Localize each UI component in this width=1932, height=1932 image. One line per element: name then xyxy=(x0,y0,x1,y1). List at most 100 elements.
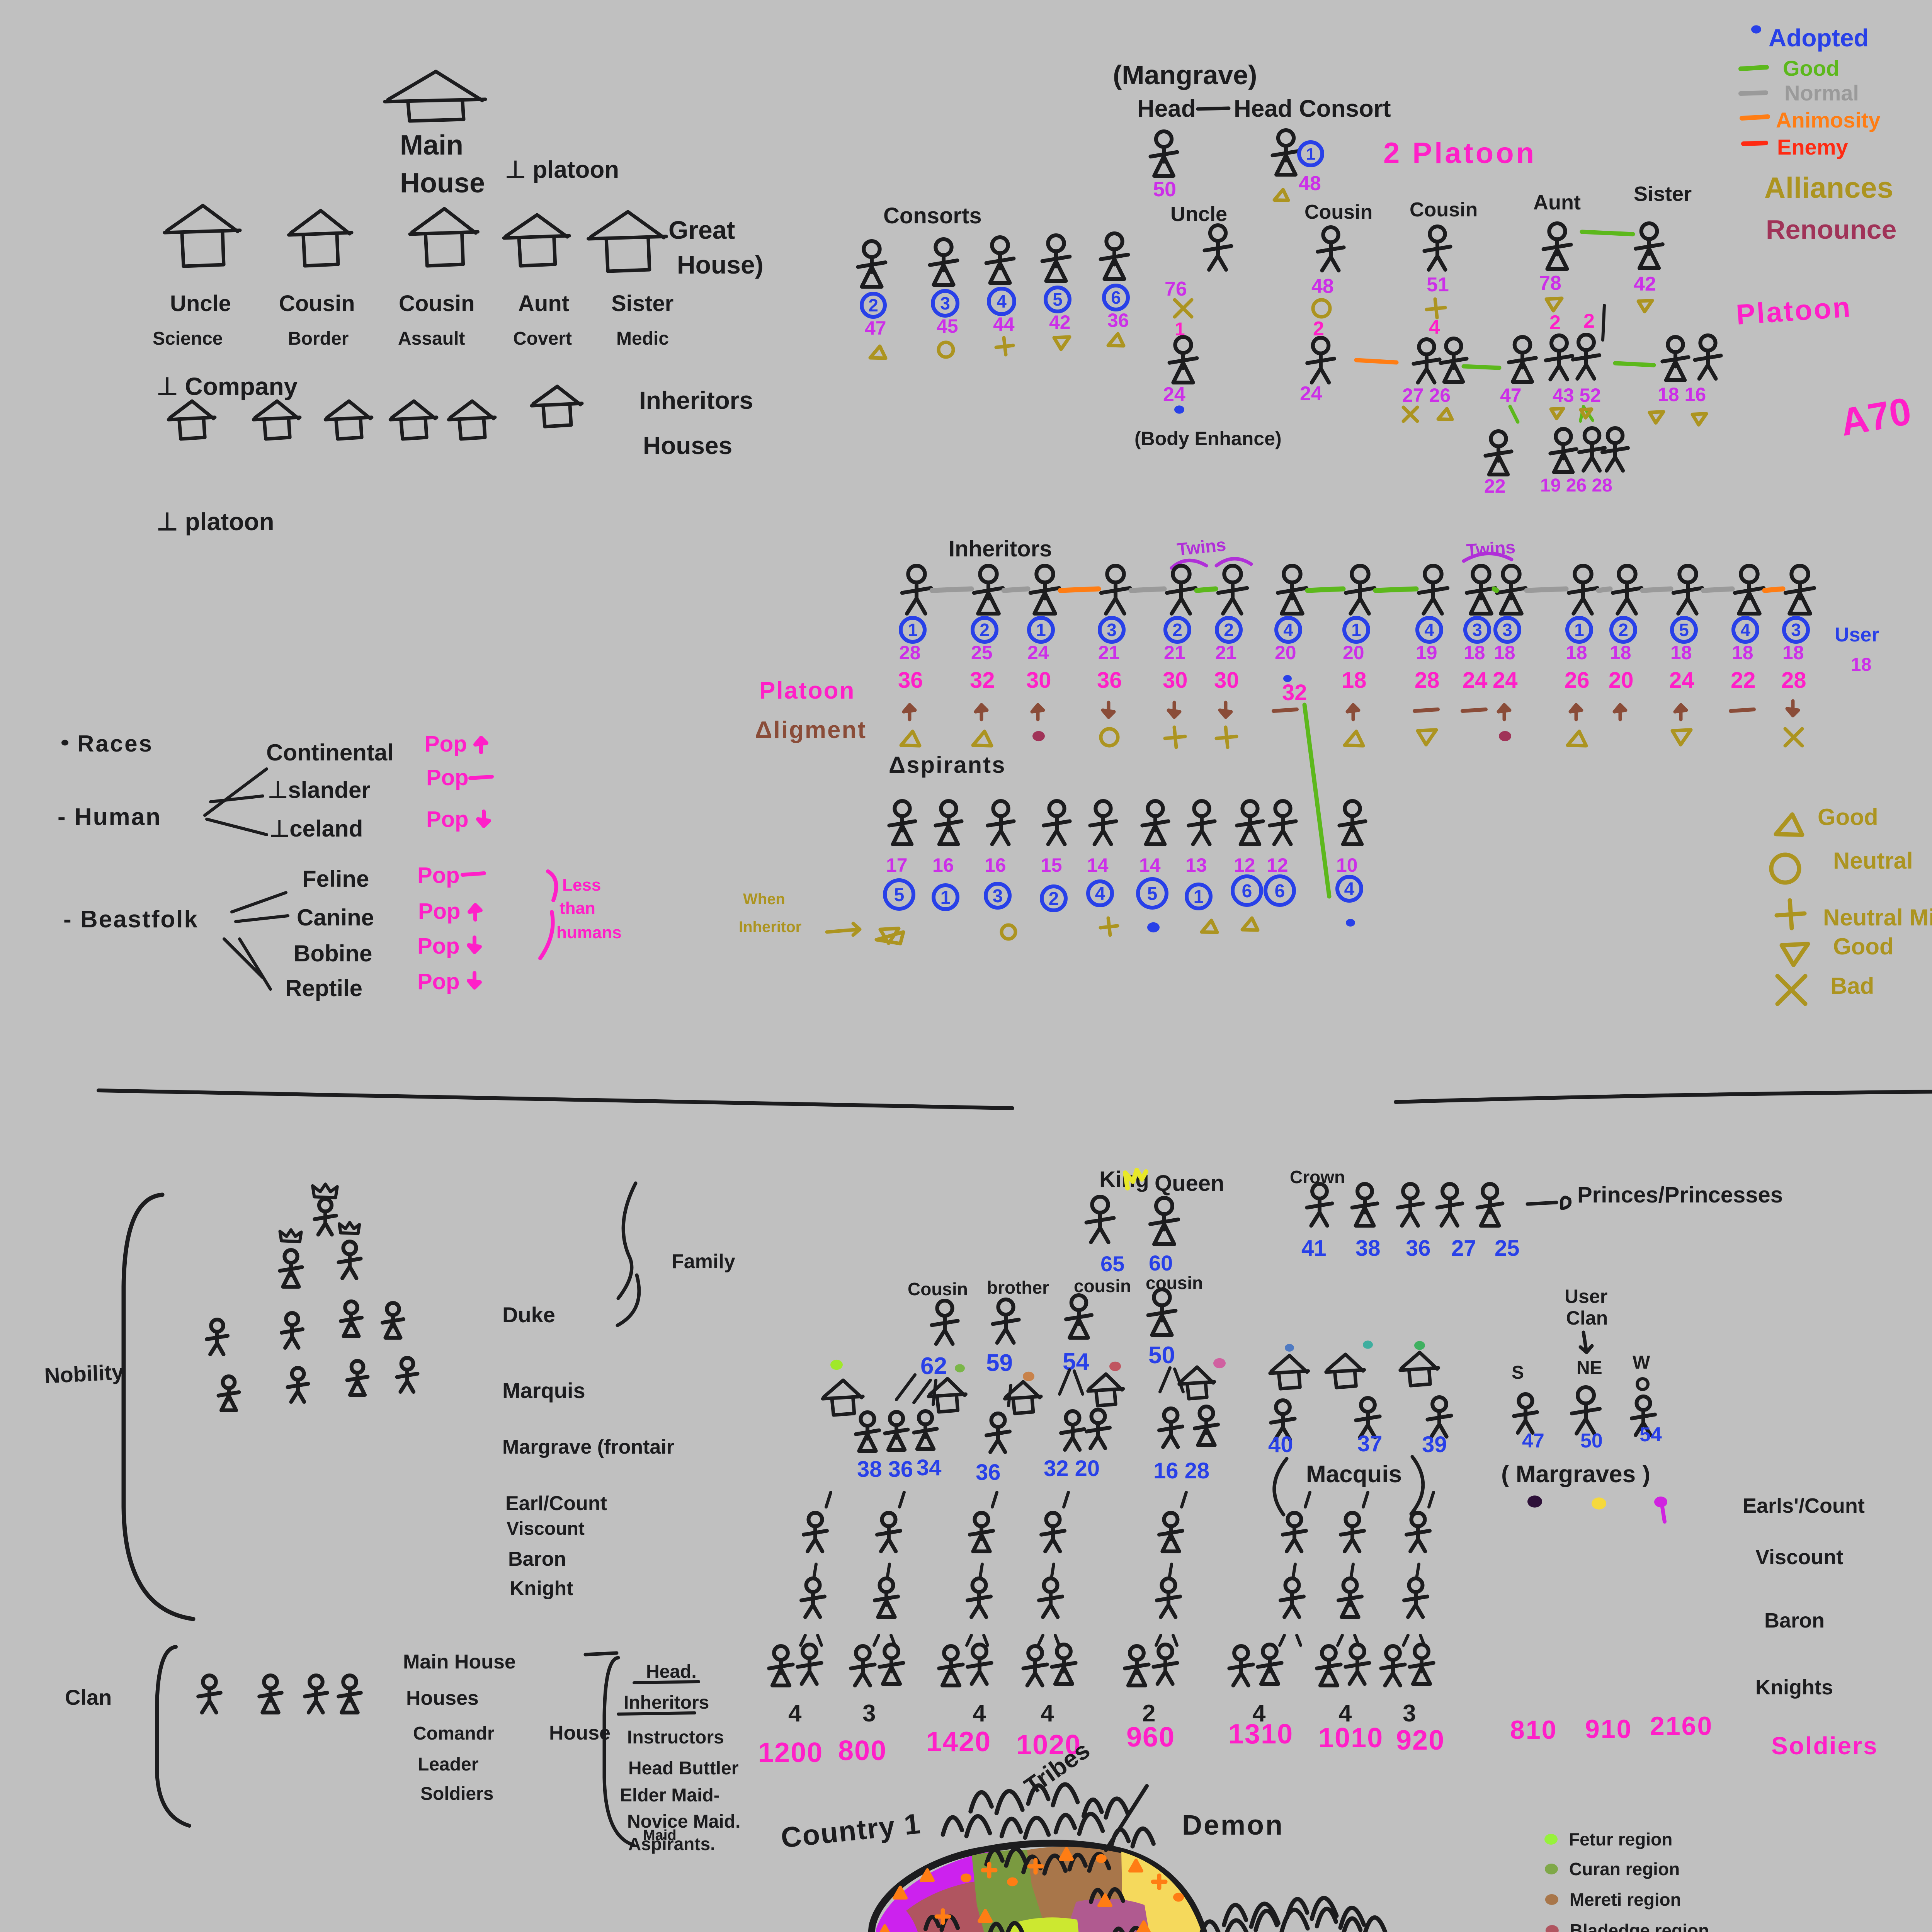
svg-text:NE: NE xyxy=(1577,1358,1602,1378)
svg-text:Head Consort: Head Consort xyxy=(1234,95,1391,122)
svg-text:Bad: Bad xyxy=(1830,973,1874,999)
svg-text:36: 36 xyxy=(976,1460,1001,1485)
svg-text:18: 18 xyxy=(1782,642,1804,663)
svg-text:3: 3 xyxy=(1791,620,1801,640)
svg-text:- Human: - Human xyxy=(58,804,162,830)
svg-text:3: 3 xyxy=(1403,1700,1416,1727)
svg-text:1200: 1200 xyxy=(758,1737,823,1768)
svg-text:1310: 1310 xyxy=(1228,1719,1293,1750)
svg-text:43 52: 43 52 xyxy=(1553,384,1601,406)
svg-text:⊥celand: ⊥celand xyxy=(269,816,363,842)
svg-text:House): House) xyxy=(677,250,764,279)
svg-text:Medic: Medic xyxy=(616,328,669,349)
svg-text:18 16: 18 16 xyxy=(1658,384,1706,405)
svg-text:Aspirants.: Aspirants. xyxy=(628,1834,715,1854)
svg-text:⊥ platoon: ⊥ platoon xyxy=(156,508,274,536)
svg-text:51: 51 xyxy=(1427,274,1449,296)
svg-text:16: 16 xyxy=(985,854,1006,876)
svg-text:Bladedge region: Bladedge region xyxy=(1570,1920,1709,1932)
svg-text:Curan region: Curan region xyxy=(1569,1859,1680,1879)
svg-text:4: 4 xyxy=(1338,1700,1352,1727)
svg-text:(Mangrave): (Mangrave) xyxy=(1113,60,1257,90)
svg-text:Reptile: Reptile xyxy=(285,975,362,1001)
svg-text:Houses: Houses xyxy=(406,1687,479,1709)
svg-text:36: 36 xyxy=(1406,1236,1431,1261)
svg-text:Knights: Knights xyxy=(1755,1676,1833,1699)
svg-text:50: 50 xyxy=(1148,1342,1175,1369)
svg-text:Good: Good xyxy=(1783,56,1839,80)
svg-text:12: 12 xyxy=(1234,854,1255,876)
svg-text:4: 4 xyxy=(1429,316,1440,338)
svg-text:2 Platoon: 2 Platoon xyxy=(1383,137,1536,170)
svg-text:32: 32 xyxy=(970,668,995,693)
svg-text:Earls'/Count: Earls'/Count xyxy=(1743,1494,1865,1517)
svg-text:Uncle: Uncle xyxy=(170,291,231,316)
svg-text:24: 24 xyxy=(1493,668,1518,693)
svg-text:30: 30 xyxy=(1026,668,1051,693)
svg-text:Enemy: Enemy xyxy=(1777,135,1848,159)
svg-text:Pop: Pop xyxy=(425,731,467,757)
svg-text:3: 3 xyxy=(1472,620,1482,640)
svg-text:Good: Good xyxy=(1818,804,1878,830)
svg-text:920: 920 xyxy=(1396,1725,1445,1756)
svg-text:Marquis: Marquis xyxy=(502,1378,585,1403)
svg-text:Houses: Houses xyxy=(643,432,732,459)
svg-text:21: 21 xyxy=(1164,642,1185,663)
svg-text:50: 50 xyxy=(1153,178,1176,201)
svg-text:Novice Maid.: Novice Maid. xyxy=(627,1811,740,1832)
svg-text:Neutral Militar: Neutral Militar xyxy=(1823,905,1932,930)
svg-text:18: 18 xyxy=(1732,642,1753,663)
svg-text:25: 25 xyxy=(1495,1236,1520,1261)
svg-text:3: 3 xyxy=(862,1700,876,1727)
svg-text:13: 13 xyxy=(1185,854,1207,876)
svg-text:W: W xyxy=(1633,1352,1650,1373)
svg-text:Less: Less xyxy=(562,876,601,895)
svg-text:30: 30 xyxy=(1214,668,1239,693)
svg-text:78: 78 xyxy=(1539,272,1561,294)
svg-text:810: 810 xyxy=(1510,1715,1557,1745)
svg-text:20: 20 xyxy=(1343,642,1364,663)
svg-text:2: 2 xyxy=(980,620,990,640)
svg-text:24: 24 xyxy=(1300,383,1322,405)
svg-text:Covert: Covert xyxy=(513,328,572,349)
svg-text:24: 24 xyxy=(1669,668,1694,693)
svg-text:4: 4 xyxy=(1740,620,1750,640)
svg-text:47: 47 xyxy=(1522,1430,1544,1452)
svg-text:960: 960 xyxy=(1126,1722,1175,1753)
svg-text:910: 910 xyxy=(1585,1714,1632,1744)
svg-text:4: 4 xyxy=(973,1700,986,1727)
svg-text:Assault: Assault xyxy=(398,328,465,349)
svg-text:1020: 1020 xyxy=(1016,1730,1081,1760)
svg-text:28: 28 xyxy=(1415,668,1440,693)
svg-text:Viscount: Viscount xyxy=(507,1519,585,1539)
svg-text:Main House: Main House xyxy=(403,1651,516,1673)
svg-text:2: 2 xyxy=(1172,620,1182,640)
svg-text:4: 4 xyxy=(1041,1700,1054,1727)
svg-text:Demon: Demon xyxy=(1182,1810,1284,1841)
svg-text:(Body Enhance): (Body Enhance) xyxy=(1134,428,1282,449)
svg-text:Inheritors: Inheritors xyxy=(639,386,753,414)
svg-text:1420: 1420 xyxy=(926,1726,991,1757)
svg-text:39: 39 xyxy=(1422,1432,1447,1457)
svg-text:Elder Maid-: Elder Maid- xyxy=(620,1785,720,1806)
svg-text:10: 10 xyxy=(1336,854,1358,876)
svg-text:S: S xyxy=(1512,1362,1524,1383)
svg-text:Leader: Leader xyxy=(418,1754,478,1775)
svg-text:4: 4 xyxy=(997,291,1007,311)
svg-text:47: 47 xyxy=(1500,384,1522,406)
svg-text:2: 2 xyxy=(1583,310,1595,332)
svg-text:House: House xyxy=(400,168,485,199)
svg-text:Soldiers: Soldiers xyxy=(1771,1732,1878,1760)
svg-text:800: 800 xyxy=(838,1735,887,1766)
svg-text:⊥ Company: ⊥ Company xyxy=(156,372,298,400)
svg-text:Clan: Clan xyxy=(65,1685,112,1709)
svg-text:20: 20 xyxy=(1609,668,1634,693)
svg-text:3: 3 xyxy=(1502,620,1512,640)
svg-text:Sister: Sister xyxy=(611,291,673,316)
svg-text:1: 1 xyxy=(1351,620,1361,640)
svg-text:Good: Good xyxy=(1833,934,1894,959)
svg-text:Cousin: Cousin xyxy=(399,291,475,316)
svg-text:4: 4 xyxy=(788,1700,802,1727)
svg-text:24: 24 xyxy=(1463,668,1488,693)
svg-text:Inheritor: Inheritor xyxy=(739,918,801,935)
